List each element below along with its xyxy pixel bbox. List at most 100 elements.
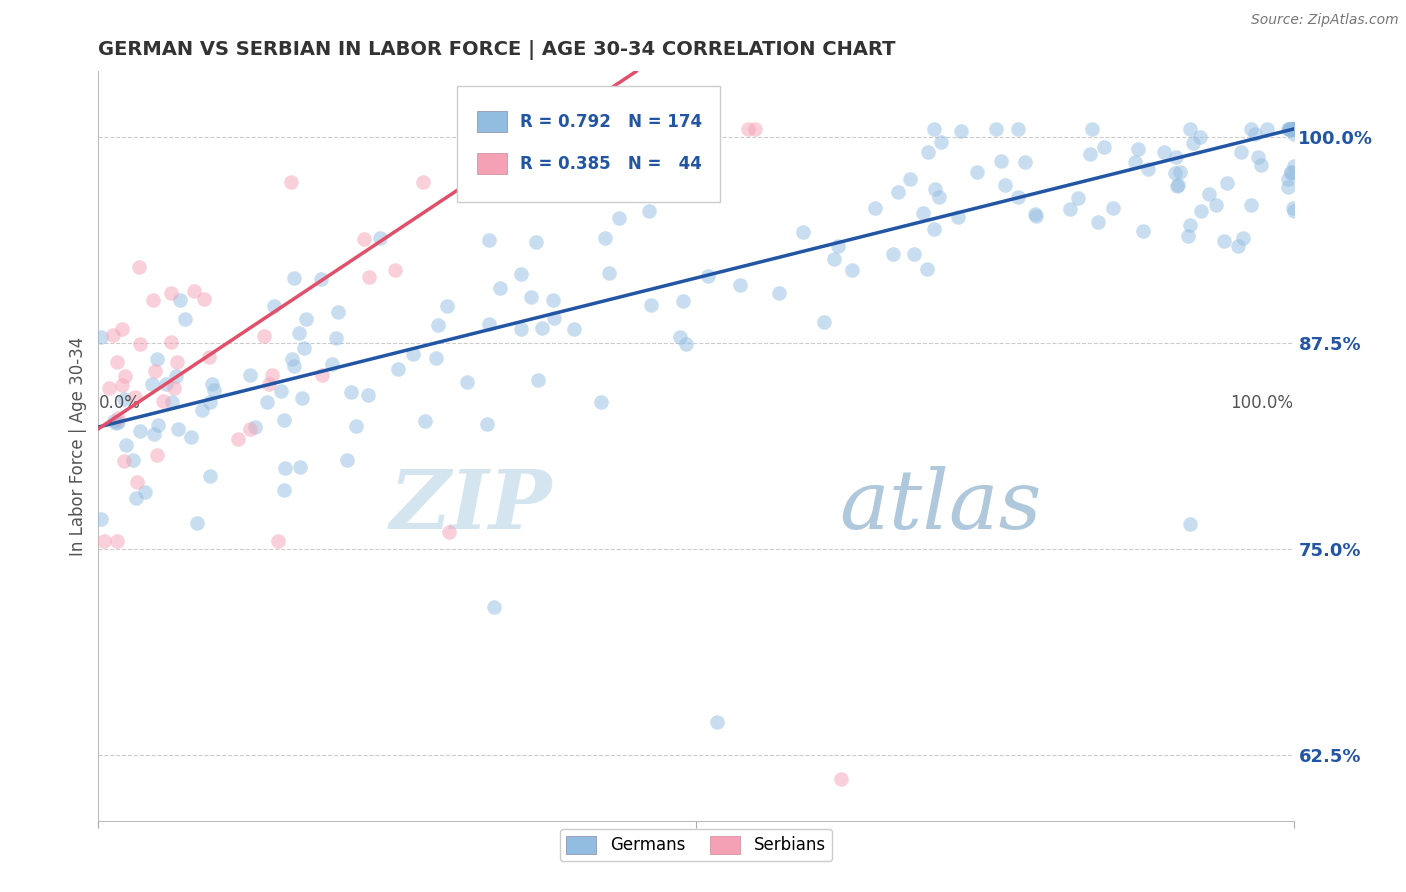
Point <box>107 411 129 425</box>
Point <box>1164 166 1187 180</box>
Point <box>202 383 225 397</box>
Point <box>339 384 361 399</box>
Point <box>966 165 988 179</box>
Point <box>1282 204 1305 219</box>
Point <box>1025 209 1047 223</box>
Point <box>200 468 222 483</box>
Point <box>114 368 136 383</box>
Point <box>1277 122 1299 136</box>
Point <box>321 357 343 371</box>
Point <box>427 318 450 332</box>
Point <box>482 599 505 614</box>
Point <box>813 315 835 329</box>
Point <box>1007 189 1029 203</box>
Point <box>110 378 132 392</box>
Point <box>1078 147 1101 161</box>
Point <box>101 327 124 342</box>
Point <box>456 375 478 389</box>
Point <box>1279 122 1302 136</box>
Point <box>197 350 219 364</box>
Point <box>524 235 547 250</box>
Point <box>924 182 946 196</box>
Point <box>98 381 121 395</box>
Point <box>543 293 565 308</box>
Point <box>128 424 150 438</box>
Text: R = 0.385   N =   44: R = 0.385 N = 44 <box>520 154 702 172</box>
Point <box>882 247 904 261</box>
Point <box>402 347 425 361</box>
Point <box>436 299 458 313</box>
Point <box>543 311 565 326</box>
Point <box>1126 142 1149 156</box>
Point <box>1166 178 1188 193</box>
Text: ZIP: ZIP <box>389 466 553 546</box>
Point <box>239 422 262 436</box>
Point <box>336 453 359 467</box>
Bar <box>477 112 508 132</box>
Point <box>326 305 349 319</box>
Point <box>183 284 205 298</box>
Point <box>823 252 845 267</box>
Point <box>561 126 583 140</box>
Point <box>1277 179 1299 194</box>
Point <box>489 281 512 295</box>
Point <box>1240 198 1263 212</box>
Point <box>1282 122 1305 136</box>
Point <box>384 263 406 277</box>
Point <box>1177 229 1199 244</box>
Point <box>593 231 616 245</box>
Point <box>1281 122 1303 136</box>
Point <box>1198 186 1220 201</box>
Point <box>1059 202 1081 216</box>
Point <box>309 271 332 285</box>
Point <box>863 201 886 215</box>
Point <box>239 368 262 382</box>
Point <box>950 124 973 138</box>
Point <box>357 270 380 285</box>
Point <box>1137 162 1160 177</box>
Point <box>1153 145 1175 159</box>
Point <box>1226 239 1249 253</box>
Point <box>1178 122 1201 136</box>
Point <box>437 525 460 540</box>
Point <box>155 376 177 391</box>
Point <box>165 369 187 384</box>
Point <box>193 292 215 306</box>
FancyBboxPatch shape <box>457 87 720 202</box>
Point <box>1240 122 1263 136</box>
Y-axis label: In Labor Force | Age 30-34: In Labor Force | Age 30-34 <box>69 336 87 556</box>
Point <box>744 122 766 136</box>
Point <box>142 426 165 441</box>
Point <box>582 122 605 136</box>
Point <box>134 484 156 499</box>
Text: R = 0.792   N = 174: R = 0.792 N = 174 <box>520 112 703 130</box>
Point <box>370 231 392 245</box>
Point <box>143 364 166 378</box>
Point <box>1243 127 1265 141</box>
Point <box>668 330 690 344</box>
Point <box>1282 122 1305 136</box>
Point <box>768 285 790 300</box>
Point <box>917 145 939 159</box>
Point <box>201 377 224 392</box>
Point <box>1067 191 1090 205</box>
Point <box>148 417 170 432</box>
Point <box>1278 122 1301 136</box>
Point <box>510 268 533 282</box>
Point <box>1166 151 1188 165</box>
Point <box>1281 122 1303 136</box>
Point <box>267 533 290 548</box>
Point <box>273 460 295 475</box>
Point <box>124 390 146 404</box>
Point <box>186 516 208 530</box>
Point <box>115 437 138 451</box>
Point <box>152 393 174 408</box>
Point <box>169 293 191 307</box>
Point <box>830 772 852 787</box>
Point <box>1168 165 1191 179</box>
Point <box>1282 122 1305 136</box>
Point <box>1132 225 1154 239</box>
Point <box>827 238 849 252</box>
Text: 100.0%: 100.0% <box>1230 394 1294 412</box>
Point <box>1189 130 1212 145</box>
